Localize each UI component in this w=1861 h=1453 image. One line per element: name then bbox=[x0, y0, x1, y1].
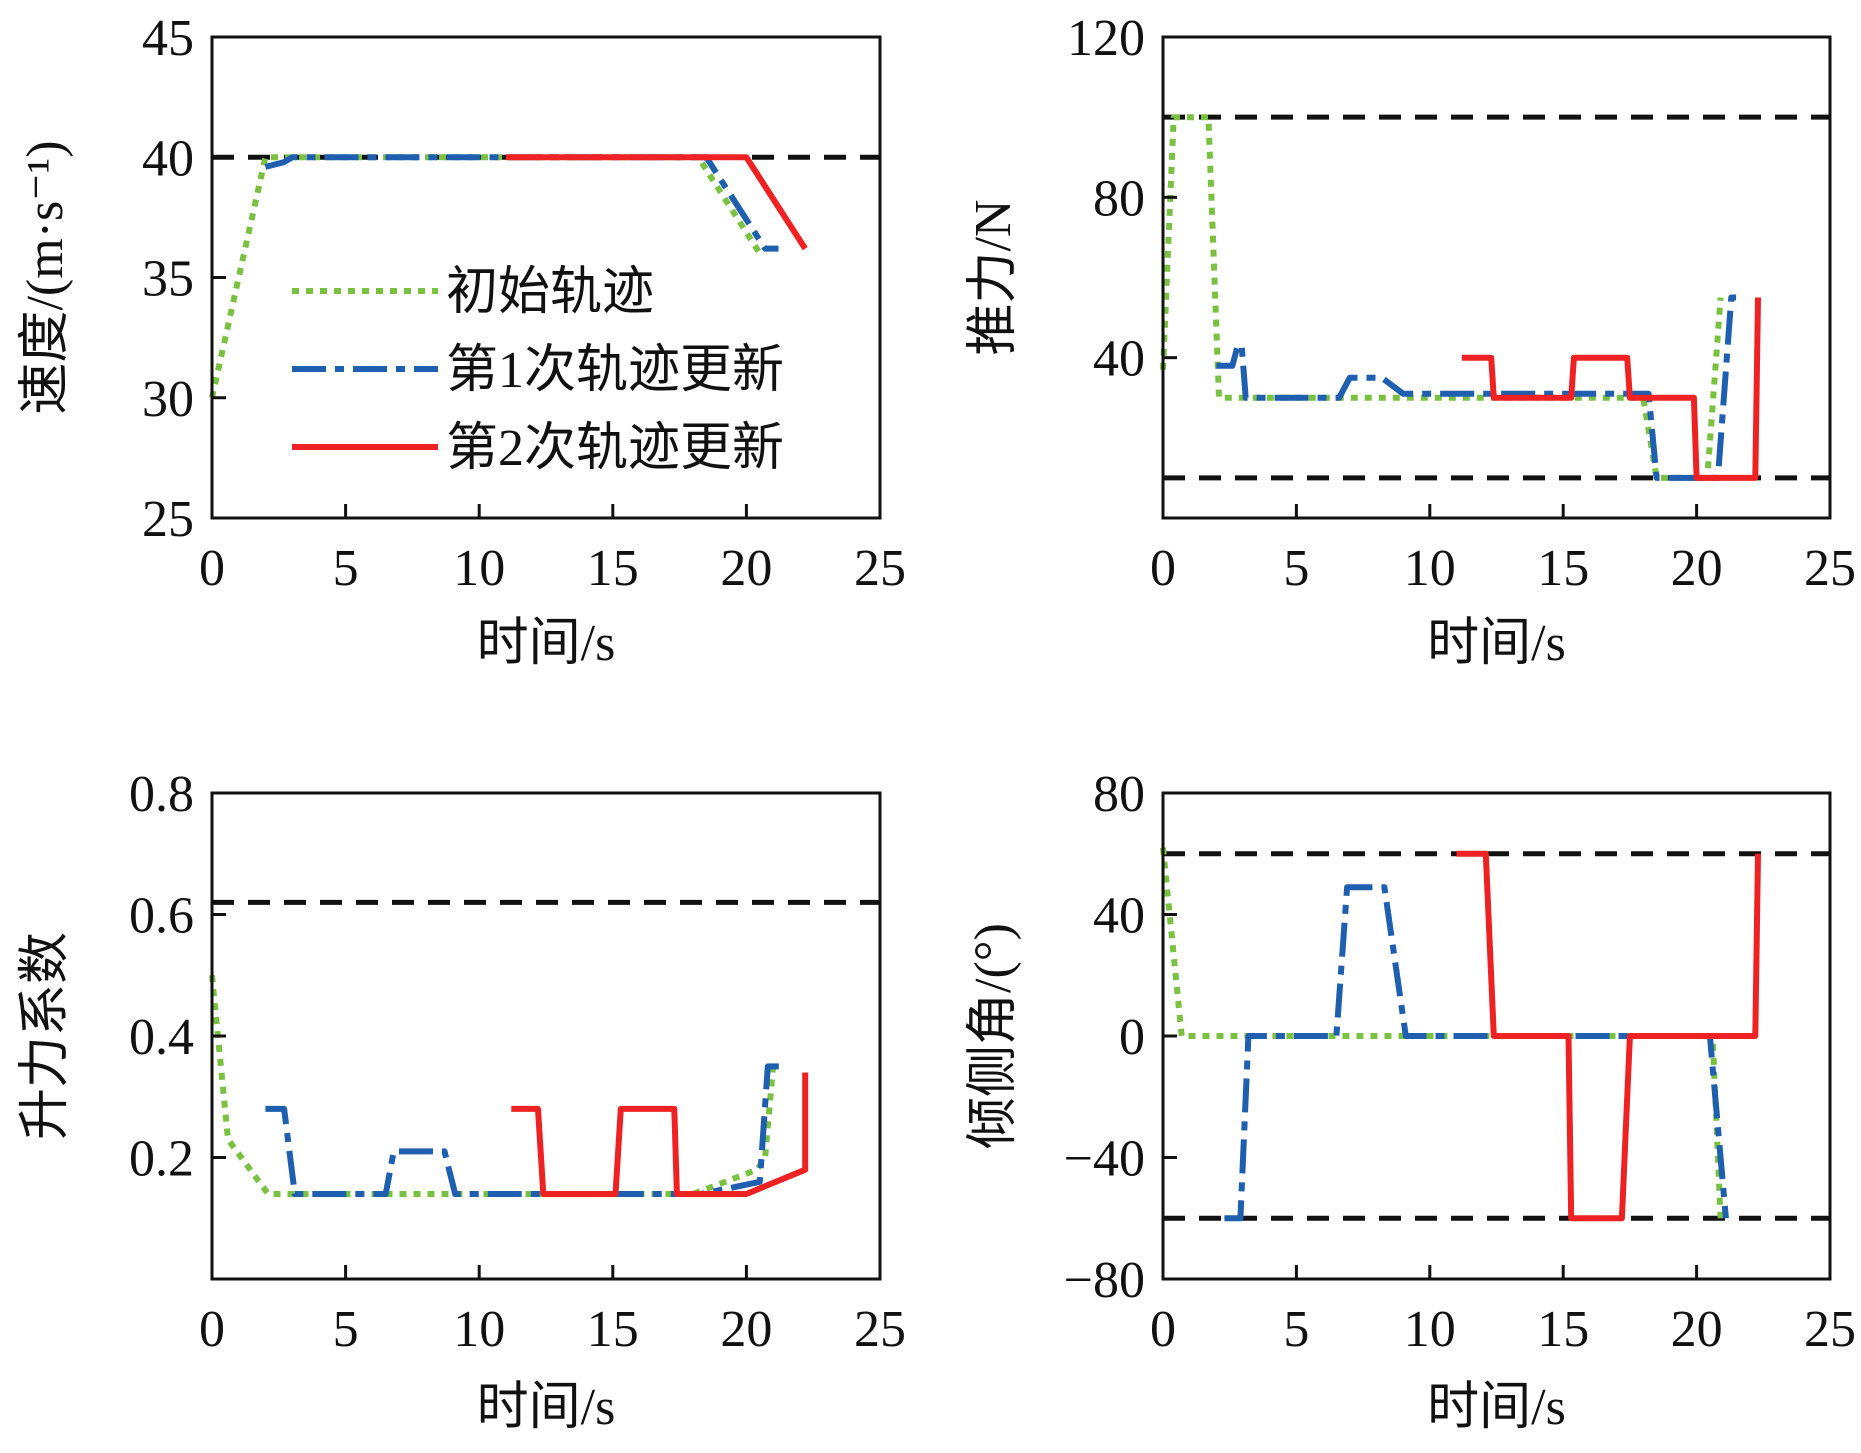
legend-label-update2: 第2次轨迹更新 bbox=[446, 420, 784, 477]
x-axis-title: 时间/s bbox=[1427, 615, 1566, 672]
x-axis-title: 时间/s bbox=[1427, 1379, 1566, 1436]
x-tick-label: 5 bbox=[1283, 540, 1309, 597]
series-line-initial bbox=[1160, 847, 1724, 1219]
legend-label-initial: 初始轨迹 bbox=[446, 264, 654, 321]
chart-panel-lift: 0 5 10 15 20 25 0.2 0.4 0.6 0.8 时间/s 升力系数 bbox=[17, 766, 906, 1436]
x-tick-label: 5 bbox=[1283, 1301, 1309, 1358]
x-tick-label: 20 bbox=[1671, 540, 1723, 597]
x-tick-label: 0 bbox=[199, 1301, 225, 1358]
x-tick-label: 20 bbox=[720, 540, 772, 597]
x-tick-label: 25 bbox=[1804, 540, 1856, 597]
y-tick-label: 0.6 bbox=[129, 888, 194, 945]
x-tick-label: 15 bbox=[1537, 1301, 1589, 1358]
chart-panel-bank: 0 5 10 15 20 25 −80 −40 0 40 80 时间/s 倾侧角/(°) bbox=[965, 766, 1856, 1436]
x-tick-label: 5 bbox=[333, 540, 359, 597]
series-line-update2 bbox=[505, 154, 808, 251]
series-line-update1 bbox=[264, 154, 779, 252]
x-tick-label: 5 bbox=[333, 1301, 359, 1358]
y-tick-label: 40 bbox=[1093, 331, 1145, 388]
y-tick-label: 40 bbox=[1093, 888, 1145, 945]
x-tick-label: 10 bbox=[453, 1301, 505, 1358]
x-tick-label: 25 bbox=[854, 540, 906, 597]
x-tick-label: 15 bbox=[587, 540, 639, 597]
x-tick-label: 25 bbox=[854, 1301, 906, 1358]
y-tick-label: 45 bbox=[142, 10, 194, 67]
chart-panel-thrust: 0 5 10 15 20 25 40 80 120 时间/s 推力/N bbox=[965, 10, 1856, 672]
series-line-update1 bbox=[1224, 884, 1729, 1222]
series-line-initial bbox=[209, 154, 763, 399]
x-tick-label: 10 bbox=[1404, 1301, 1456, 1358]
x-axis-title: 时间/s bbox=[477, 615, 616, 672]
y-axis-title: 速度/(m·s⁻¹) bbox=[17, 140, 74, 414]
y-tick-label: 120 bbox=[1067, 10, 1145, 67]
y-tick-label: 80 bbox=[1093, 766, 1145, 823]
plot-frame bbox=[1161, 35, 1832, 520]
y-tick-label: 80 bbox=[1093, 170, 1145, 227]
y-axis-title: 升力系数 bbox=[17, 932, 74, 1140]
series-line-update2 bbox=[511, 1072, 809, 1197]
x-tick-label: 20 bbox=[1671, 1301, 1723, 1358]
x-tick-label: 15 bbox=[587, 1301, 639, 1358]
series-line-update1 bbox=[1216, 294, 1740, 481]
legend-label-update1: 第1次轨迹更新 bbox=[446, 342, 784, 399]
series-line-update1 bbox=[265, 1063, 782, 1197]
y-tick-label: 0.8 bbox=[129, 766, 194, 823]
x-tick-label: 10 bbox=[1404, 540, 1456, 597]
y-axis-title: 倾侧角/(°) bbox=[965, 923, 1022, 1149]
chart-panel-speed: 0 5 10 15 20 25 25 30 35 40 45 时间/s 速度/(m·s⁻¹) 初始轨迹第1… bbox=[17, 10, 906, 672]
x-tick-label: 15 bbox=[1537, 540, 1589, 597]
y-tick-label: 0.2 bbox=[129, 1131, 194, 1188]
x-axis-title: 时间/s bbox=[477, 1379, 616, 1436]
x-tick-label: 20 bbox=[720, 1301, 772, 1358]
series-line-update2 bbox=[1456, 850, 1761, 1222]
y-tick-label: 25 bbox=[142, 491, 194, 548]
plot-frame bbox=[210, 791, 882, 1281]
y-tick-label: 0 bbox=[1119, 1009, 1145, 1066]
series-line-initial bbox=[209, 975, 777, 1197]
series-line-update2 bbox=[1461, 297, 1761, 481]
y-tick-label: 40 bbox=[142, 130, 194, 187]
x-tick-label: 0 bbox=[1150, 540, 1176, 597]
x-tick-label: 0 bbox=[199, 540, 225, 597]
y-axis-title: 推力/N bbox=[965, 199, 1022, 355]
y-tick-label: −40 bbox=[1064, 1131, 1145, 1188]
y-tick-label: −80 bbox=[1064, 1252, 1145, 1309]
x-tick-label: 0 bbox=[1150, 1301, 1176, 1358]
y-tick-label: 0.4 bbox=[129, 1009, 194, 1066]
x-tick-label: 25 bbox=[1804, 1301, 1856, 1358]
y-tick-label: 35 bbox=[142, 251, 194, 308]
y-tick-label: 30 bbox=[142, 371, 194, 428]
series-line-initial bbox=[1160, 114, 1724, 481]
x-tick-label: 10 bbox=[453, 540, 505, 597]
